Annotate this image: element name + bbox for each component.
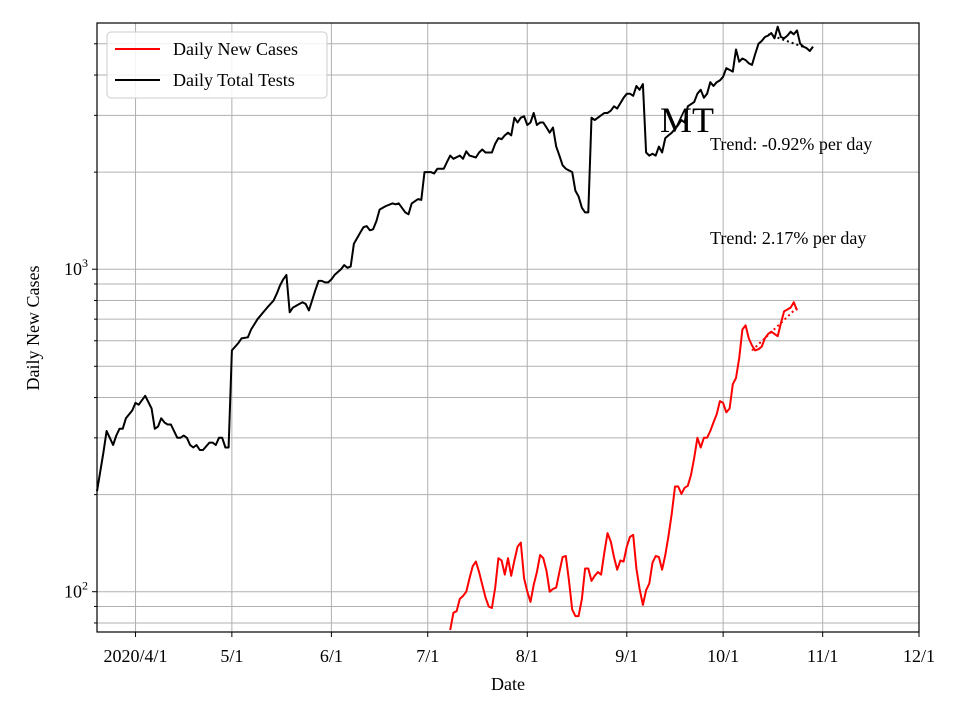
- legend: Daily New Cases Daily Total Tests: [106, 31, 328, 99]
- x-tick-label: 5/1: [220, 646, 243, 666]
- series-line-tests: [96, 25, 814, 492]
- trend-layer: [751, 33, 807, 352]
- y-tick-label: 103: [64, 256, 88, 279]
- x-axis-label: Date: [491, 674, 525, 694]
- x-tick-label: 9/1: [615, 646, 638, 666]
- plot-frame: [96, 22, 920, 633]
- x-tick-label: 10/1: [707, 646, 739, 666]
- trend-line-cases: [751, 306, 798, 352]
- x-tick-label: 7/1: [416, 646, 439, 666]
- x-tick-label: 12/1: [903, 646, 935, 666]
- legend-label-tests: Daily Total Tests: [173, 70, 295, 90]
- x-tick-label: 11/1: [807, 646, 838, 666]
- series-line-cases: [449, 301, 798, 631]
- x-tick-label: 2020/4/1: [104, 646, 168, 666]
- legend-label-cases: Daily New Cases: [173, 39, 298, 59]
- x-tick-label: 6/1: [320, 646, 343, 666]
- trend-line-tests: [767, 33, 807, 49]
- plot-title: MT: [660, 100, 714, 140]
- legend-box: [106, 31, 328, 99]
- y-tick-label: 102: [64, 579, 88, 602]
- y-axis-label: Daily New Cases: [23, 266, 43, 391]
- series-layer: [96, 25, 814, 631]
- grid: [97, 23, 920, 632]
- trend-annotation-cases: Trend: 2.17% per day: [710, 228, 866, 248]
- ticks: 2020/4/1 5/1 6/1 7/1 8/1 9/1 10/1 11/1 12/1 102 10…: [64, 43, 935, 666]
- trend-annotation-tests: Trend: -0.92% per day: [710, 134, 872, 154]
- x-tick-label: 8/1: [516, 646, 539, 666]
